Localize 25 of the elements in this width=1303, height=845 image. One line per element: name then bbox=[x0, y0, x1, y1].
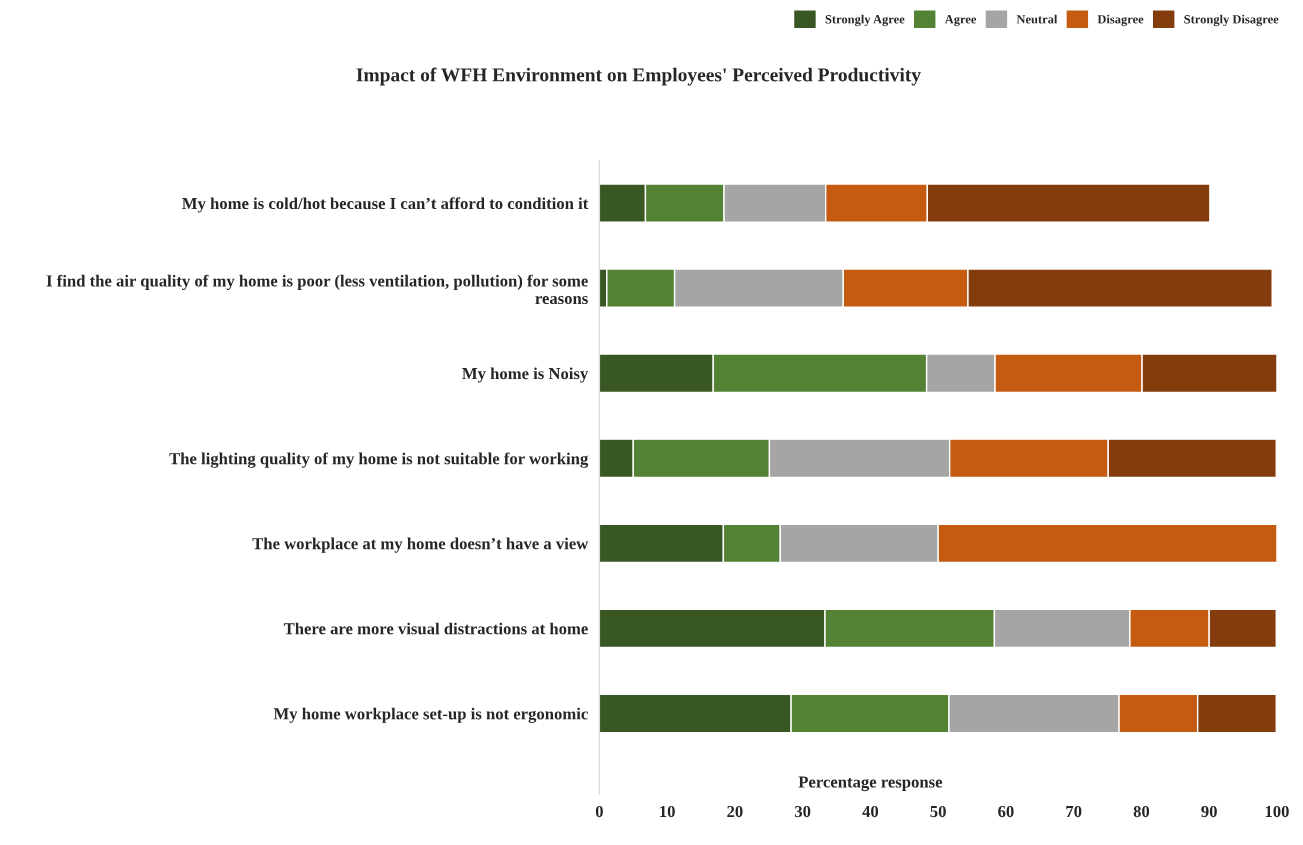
y-tick-label: I find the air quality of my home is poor (less ventilation, pollution) for some reasons bbox=[46, 274, 588, 305]
x-tick-label: 20 bbox=[727, 805, 743, 818]
y-tick-label: My home workplace set-up is not ergonomic bbox=[273, 707, 588, 723]
x-tick-label: 80 bbox=[1133, 805, 1150, 818]
legend-label: Strongly Agree bbox=[825, 14, 905, 27]
x-tick-label: 90 bbox=[1201, 805, 1217, 818]
x-tick-label: 70 bbox=[1066, 805, 1082, 818]
x-tick-label: 30 bbox=[794, 805, 811, 818]
x-tick-label: 40 bbox=[862, 805, 879, 818]
x-tick-label: 50 bbox=[930, 805, 946, 818]
y-tick-label: The workplace at my home doesn’t have a view bbox=[252, 537, 589, 553]
legend-label: Neutral bbox=[1016, 14, 1058, 24]
x-tick-label: 10 bbox=[660, 805, 675, 818]
legend-label: Disagree bbox=[1097, 14, 1144, 27]
y-tick-label: My home is cold/hot because I can’t afford to condition it bbox=[182, 197, 589, 213]
legend-label: Agree bbox=[944, 15, 977, 27]
y-tick-label: My home is Noisy bbox=[462, 367, 589, 383]
x-tick-label: 0 bbox=[595, 805, 603, 818]
chart-title: Impact of WFH Environment on Employees' Perceived Productivity bbox=[356, 67, 921, 86]
x-tick-label: 60 bbox=[998, 805, 1014, 818]
y-tick-label: There are more visual distractions at home bbox=[283, 622, 588, 635]
x-axis-title: Percentage response bbox=[798, 776, 943, 792]
x-tick-label: 100 bbox=[1265, 805, 1289, 818]
legend-label: Strongly Disagree bbox=[1184, 14, 1279, 27]
y-tick-label: The lighting quality of my home is not suitable for working bbox=[169, 452, 589, 468]
